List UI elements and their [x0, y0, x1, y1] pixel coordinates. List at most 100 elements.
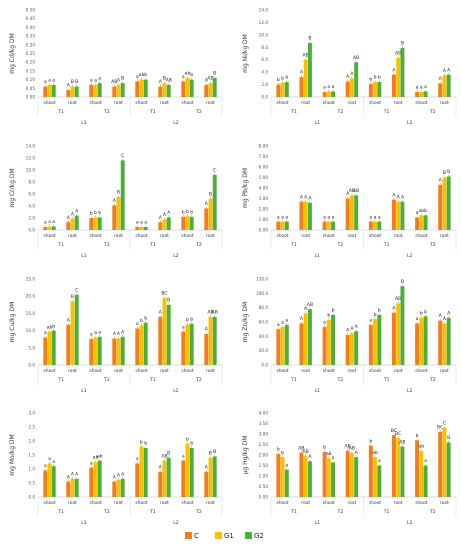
- bar-g2: [400, 286, 405, 365]
- significance-label: A: [205, 201, 209, 207]
- significance-label: a: [285, 463, 288, 468]
- significance-label: A: [67, 474, 71, 480]
- significance-label: A: [304, 306, 308, 312]
- bar-g2: [423, 316, 428, 365]
- significance-label: ab: [326, 451, 332, 457]
- significance-label: a: [90, 333, 93, 338]
- significance-label: ab: [93, 455, 99, 461]
- time-label: T2: [195, 242, 202, 248]
- bar-c: [158, 222, 163, 230]
- bar-c: [391, 312, 396, 365]
- time-label: T1: [149, 109, 156, 115]
- y-tick-label: 10.0: [259, 32, 269, 37]
- bar-g2: [189, 79, 194, 97]
- chart-2: 0.02.04.06.08.010.012.014.0mg Ni/kg DMb b…: [242, 8, 457, 126]
- bar-c: [345, 334, 350, 365]
- significance-label: A: [401, 194, 405, 200]
- bar-c: [299, 323, 304, 365]
- y-tick-label: 6.0: [28, 192, 35, 197]
- level-label: L2: [407, 253, 413, 259]
- significance-label: ab: [372, 450, 378, 456]
- bar-g1: [442, 177, 447, 230]
- significance-label: A: [355, 324, 359, 330]
- significance-label: A: [308, 195, 312, 201]
- y-tick-label: 0.10: [26, 77, 36, 82]
- bar-g2: [189, 216, 194, 230]
- y-tick-label: 14.0: [259, 8, 269, 13]
- legend-label-c: C: [194, 532, 199, 540]
- legend-label-g2: G2: [254, 532, 264, 540]
- time-label: T1: [383, 109, 390, 115]
- bar-g1: [373, 457, 378, 497]
- bar-c: [181, 331, 186, 365]
- significance-label: a: [327, 85, 330, 90]
- bar-c: [66, 222, 71, 230]
- bar-g2: [143, 79, 148, 97]
- bar-c: [322, 92, 327, 97]
- significance-label: A: [113, 331, 117, 337]
- time-label: T1: [383, 377, 390, 383]
- time-label: T1: [290, 377, 297, 383]
- significance-label: a: [44, 331, 47, 336]
- significance-label: A: [392, 192, 396, 198]
- part-label: shoot: [323, 368, 335, 374]
- significance-label: ab: [418, 444, 424, 450]
- bar-g1: [373, 319, 378, 365]
- significance-label: AB: [353, 188, 359, 194]
- bar-g1: [70, 218, 75, 230]
- part-label: shoot: [415, 100, 427, 106]
- bar-g1: [139, 325, 144, 365]
- significance-label: a: [374, 215, 377, 220]
- part-label: root: [301, 500, 310, 506]
- part-label: shoot: [369, 500, 381, 506]
- bar-g1: [185, 324, 190, 365]
- significance-label: B: [209, 451, 212, 457]
- time-label: T2: [429, 377, 436, 383]
- significance-label: b: [52, 323, 55, 329]
- bar-g1: [349, 333, 354, 365]
- bar-g1: [419, 450, 424, 497]
- y-tick-label: 15.0: [26, 311, 36, 316]
- part-label: shoot: [43, 100, 55, 106]
- part-label: root: [114, 500, 123, 506]
- level-label: L1: [315, 388, 321, 394]
- significance-label: b: [285, 75, 288, 81]
- time-label: T2: [195, 509, 202, 515]
- y-axis-label: μg Hg/kg DM: [242, 436, 249, 475]
- part-label: root: [68, 233, 77, 239]
- part-label: shoot: [181, 233, 193, 239]
- significance-label: AB: [212, 309, 218, 315]
- bar-g1: [93, 337, 98, 365]
- part-label: shoot: [276, 500, 288, 506]
- chart-5: 0.05.010.015.020.025.0mg Cu/kg DM aab bsho…: [9, 277, 223, 394]
- part-label: shoot: [89, 368, 101, 374]
- bar-c: [43, 86, 48, 97]
- significance-label: A: [300, 194, 304, 200]
- bar-g2: [423, 215, 428, 230]
- y-tick-label: 2.50: [259, 442, 269, 447]
- bar-g2: [284, 221, 289, 230]
- bar-g1: [396, 438, 401, 497]
- bar-g2: [189, 323, 194, 365]
- bar-g1: [280, 82, 285, 97]
- significance-label: a: [136, 221, 139, 226]
- significance-label: a: [140, 221, 143, 226]
- y-tick-label: 0.0: [28, 228, 35, 233]
- bar-g1: [70, 478, 75, 497]
- legend-swatch-g2: [245, 532, 252, 539]
- bar-g2: [446, 317, 451, 365]
- significance-label: A: [439, 313, 443, 319]
- bar-g1: [396, 201, 401, 230]
- significance-label: a: [378, 215, 381, 220]
- significance-label: A: [159, 465, 163, 471]
- bar-g2: [377, 465, 382, 497]
- bar-g1: [280, 457, 285, 497]
- bar-c: [438, 184, 443, 230]
- y-tick-label: 4.00: [259, 186, 269, 191]
- bar-c: [43, 470, 48, 497]
- bar-g2: [377, 82, 382, 97]
- level-label: L2: [173, 388, 179, 394]
- significance-label: a: [416, 317, 419, 322]
- significance-label: b: [190, 441, 193, 447]
- significance-label: B: [117, 190, 120, 196]
